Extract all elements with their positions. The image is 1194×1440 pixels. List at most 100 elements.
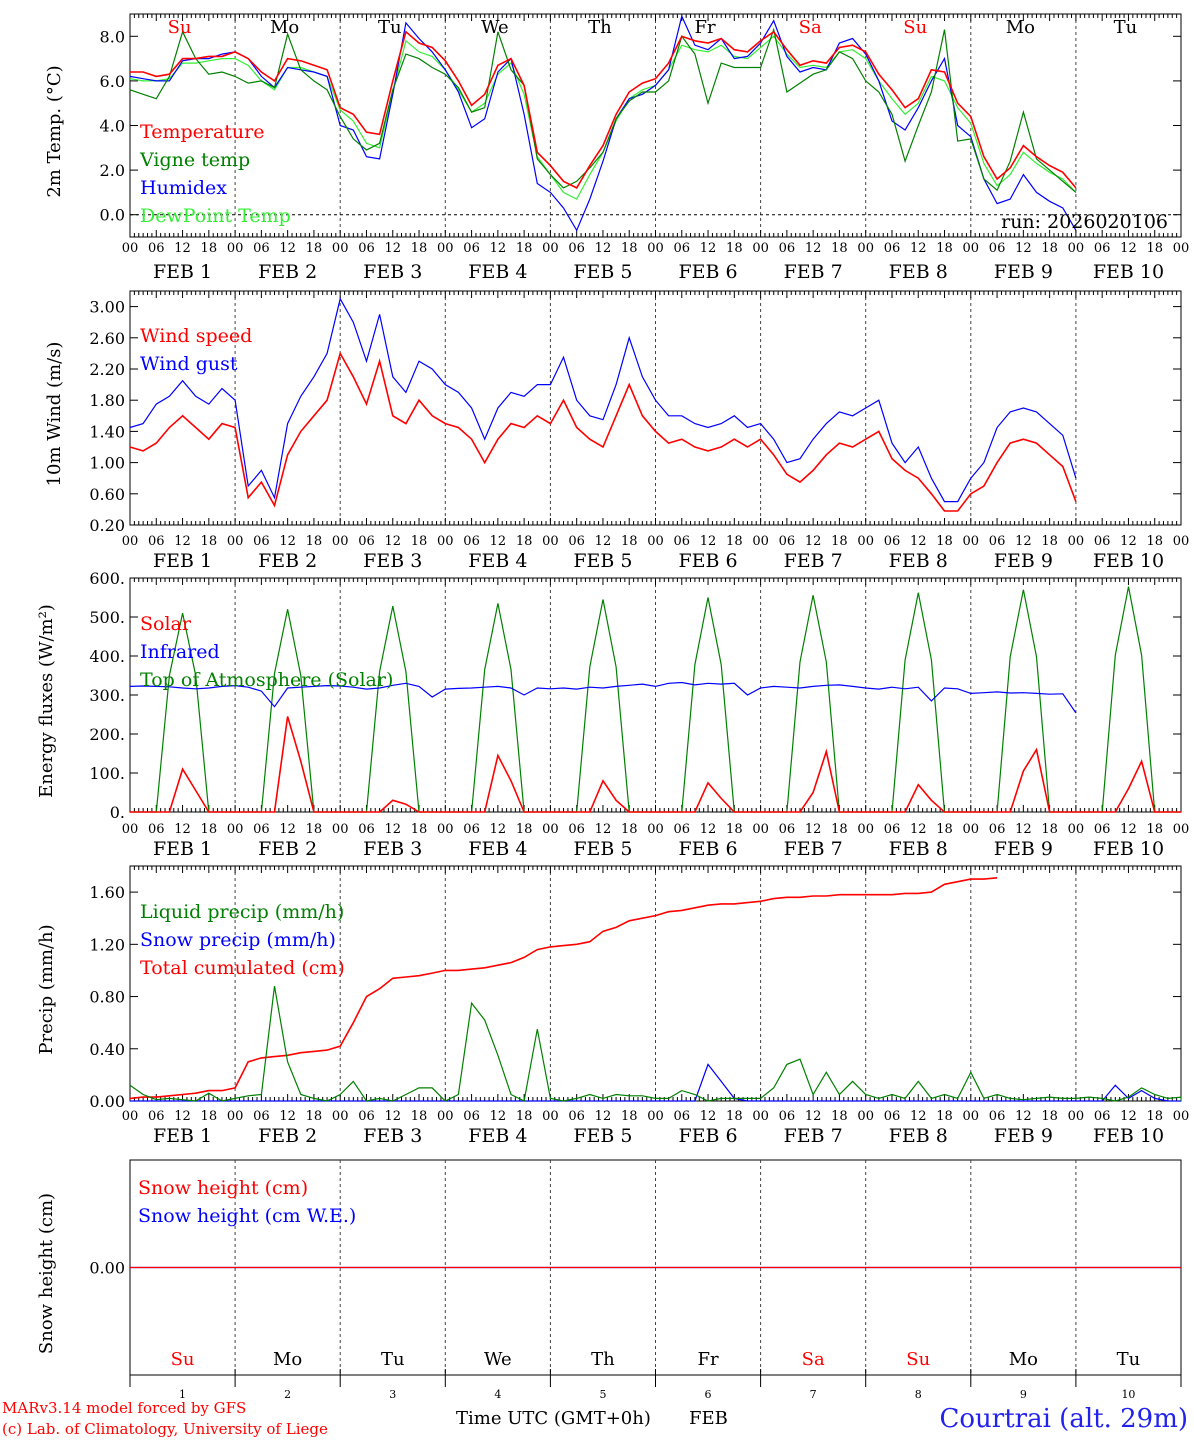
hour-tick-label: 00 — [122, 534, 139, 549]
weekday-label: Mo — [270, 17, 299, 38]
date-label: FEB 3 — [363, 1125, 422, 1147]
hour-tick-label: 06 — [674, 534, 691, 549]
panel-3: 00 06 12 18 00 06 12 18 00 06 12 18 00 06 12 18 00 06 12 18… — [36, 569, 1189, 860]
model-credit: MARv3.14 model forced by GFS — [2, 1399, 246, 1417]
hour-tick-label: 00 — [752, 241, 769, 256]
hour-tick-label: 12 — [384, 1109, 401, 1124]
hour-tick-label: 12 — [174, 822, 191, 837]
x-axis-month: FEB — [689, 1408, 728, 1429]
date-label: FEB 10 — [1093, 550, 1164, 572]
hour-tick-label: 18 — [621, 822, 638, 837]
x-axis-label: Time UTC (GMT+0h) — [456, 1408, 651, 1429]
hour-tick-label: 12 — [910, 1109, 927, 1124]
day-number: 1 — [179, 1388, 186, 1401]
hour-tick-label: 12 — [384, 241, 401, 256]
hour-tick-label: 00 — [437, 822, 454, 837]
day-number: 4 — [494, 1388, 501, 1401]
legend-entry: Snow precip (mm/h) — [140, 929, 336, 951]
hour-tick-label: 18 — [936, 241, 953, 256]
hour-tick-label: 06 — [568, 241, 585, 256]
hour-tick-label: 18 — [201, 534, 218, 549]
hour-tick-label: 12 — [805, 822, 822, 837]
hour-tick-label: 00 — [1173, 822, 1190, 837]
hour-tick-label: 12 — [595, 1109, 612, 1124]
hour-tick-label: 00 — [1068, 1109, 1085, 1124]
hour-tick-label: 12 — [700, 822, 717, 837]
legend-entry: Solar — [140, 613, 192, 635]
hour-tick-label: 12 — [490, 1109, 507, 1124]
hour-tick-label: 06 — [1094, 241, 1111, 256]
legend-entry: Wind gust — [140, 353, 238, 375]
hour-tick-label: 06 — [674, 1109, 691, 1124]
hour-tick-label: 00 — [857, 241, 874, 256]
hour-tick-label: 00 — [963, 822, 980, 837]
hour-tick-label: 06 — [674, 822, 691, 837]
weekday-label: Sa — [799, 17, 822, 38]
date-label: FEB 10 — [1093, 1125, 1164, 1147]
legend-entry: Temperature — [140, 121, 264, 143]
date-label: FEB 8 — [889, 838, 948, 860]
hour-tick-label: 18 — [306, 822, 323, 837]
y-tick-label: 0.40 — [89, 1040, 125, 1059]
hour-tick-label: 00 — [1173, 534, 1190, 549]
hour-tick-label: 00 — [1173, 241, 1190, 256]
hour-tick-label: 06 — [148, 822, 165, 837]
day-number: 9 — [1020, 1388, 1027, 1401]
legend-entry: Top of Atmosphere (Solar) — [140, 669, 393, 691]
y-tick-label: 500. — [89, 608, 125, 627]
hour-tick-label: 00 — [647, 241, 664, 256]
hour-tick-label: 12 — [700, 1109, 717, 1124]
hour-tick-label: 00 — [963, 1109, 980, 1124]
hour-tick-label: 12 — [384, 534, 401, 549]
y-tick-label: 0.00 — [89, 1259, 125, 1278]
hour-tick-label: 06 — [1094, 822, 1111, 837]
hour-tick-label: 18 — [201, 241, 218, 256]
hour-tick-label: 00 — [122, 241, 139, 256]
hour-tick-label: 12 — [805, 241, 822, 256]
hour-tick-label: 06 — [779, 241, 796, 256]
weekday-label: We — [481, 17, 509, 38]
hour-tick-label: 18 — [831, 1109, 848, 1124]
hour-tick-label: 06 — [253, 1109, 270, 1124]
weekday-label: Su — [903, 17, 927, 38]
hour-tick-label: 18 — [1146, 822, 1163, 837]
date-label: FEB 10 — [1093, 838, 1164, 860]
hour-tick-label: 00 — [1068, 822, 1085, 837]
legend-entry: Total cumulated (cm) — [140, 957, 345, 979]
series-line-wind-gust — [129, 297, 1077, 503]
date-label: FEB 3 — [363, 838, 422, 860]
y-tick-label: 4.0 — [100, 117, 125, 136]
date-label: FEB 5 — [573, 261, 632, 283]
lab-credit: (c) Lab. of Climatology, University of L… — [2, 1420, 328, 1438]
hour-tick-label: 18 — [411, 1109, 428, 1124]
hour-tick-label: 18 — [1041, 822, 1058, 837]
hour-tick-label: 06 — [253, 534, 270, 549]
hour-tick-label: 06 — [463, 534, 480, 549]
weekday-label: Su — [168, 17, 192, 38]
date-label: FEB 9 — [994, 261, 1053, 283]
date-label: FEB 8 — [889, 261, 948, 283]
date-label: FEB 8 — [889, 550, 948, 572]
date-label: FEB 2 — [258, 550, 317, 572]
hour-tick-label: 00 — [227, 241, 244, 256]
y-tick-label: 1.00 — [89, 454, 125, 473]
hour-tick-label: 00 — [647, 822, 664, 837]
legend-entry: Liquid precip (mm/h) — [140, 901, 344, 923]
hour-tick-label: 00 — [332, 1109, 349, 1124]
date-label: FEB 9 — [994, 1125, 1053, 1147]
day-number: 2 — [284, 1388, 291, 1401]
y-tick-label: 1.20 — [89, 935, 125, 954]
date-label: FEB 2 — [258, 838, 317, 860]
hour-tick-label: 00 — [647, 534, 664, 549]
y-tick-label: 0.20 — [89, 516, 125, 535]
hour-tick-label: 06 — [989, 534, 1006, 549]
hour-tick-label: 12 — [279, 241, 296, 256]
legend-entry: Humidex — [140, 177, 227, 199]
hour-tick-label: 06 — [1094, 534, 1111, 549]
hour-tick-label: 12 — [805, 1109, 822, 1124]
hour-tick-label: 06 — [884, 534, 901, 549]
series-line-liquid-precip-mm-h — [129, 985, 1182, 1102]
hour-tick-label: 00 — [963, 534, 980, 549]
hour-tick-label: 00 — [332, 241, 349, 256]
hour-tick-label: 06 — [148, 1109, 165, 1124]
